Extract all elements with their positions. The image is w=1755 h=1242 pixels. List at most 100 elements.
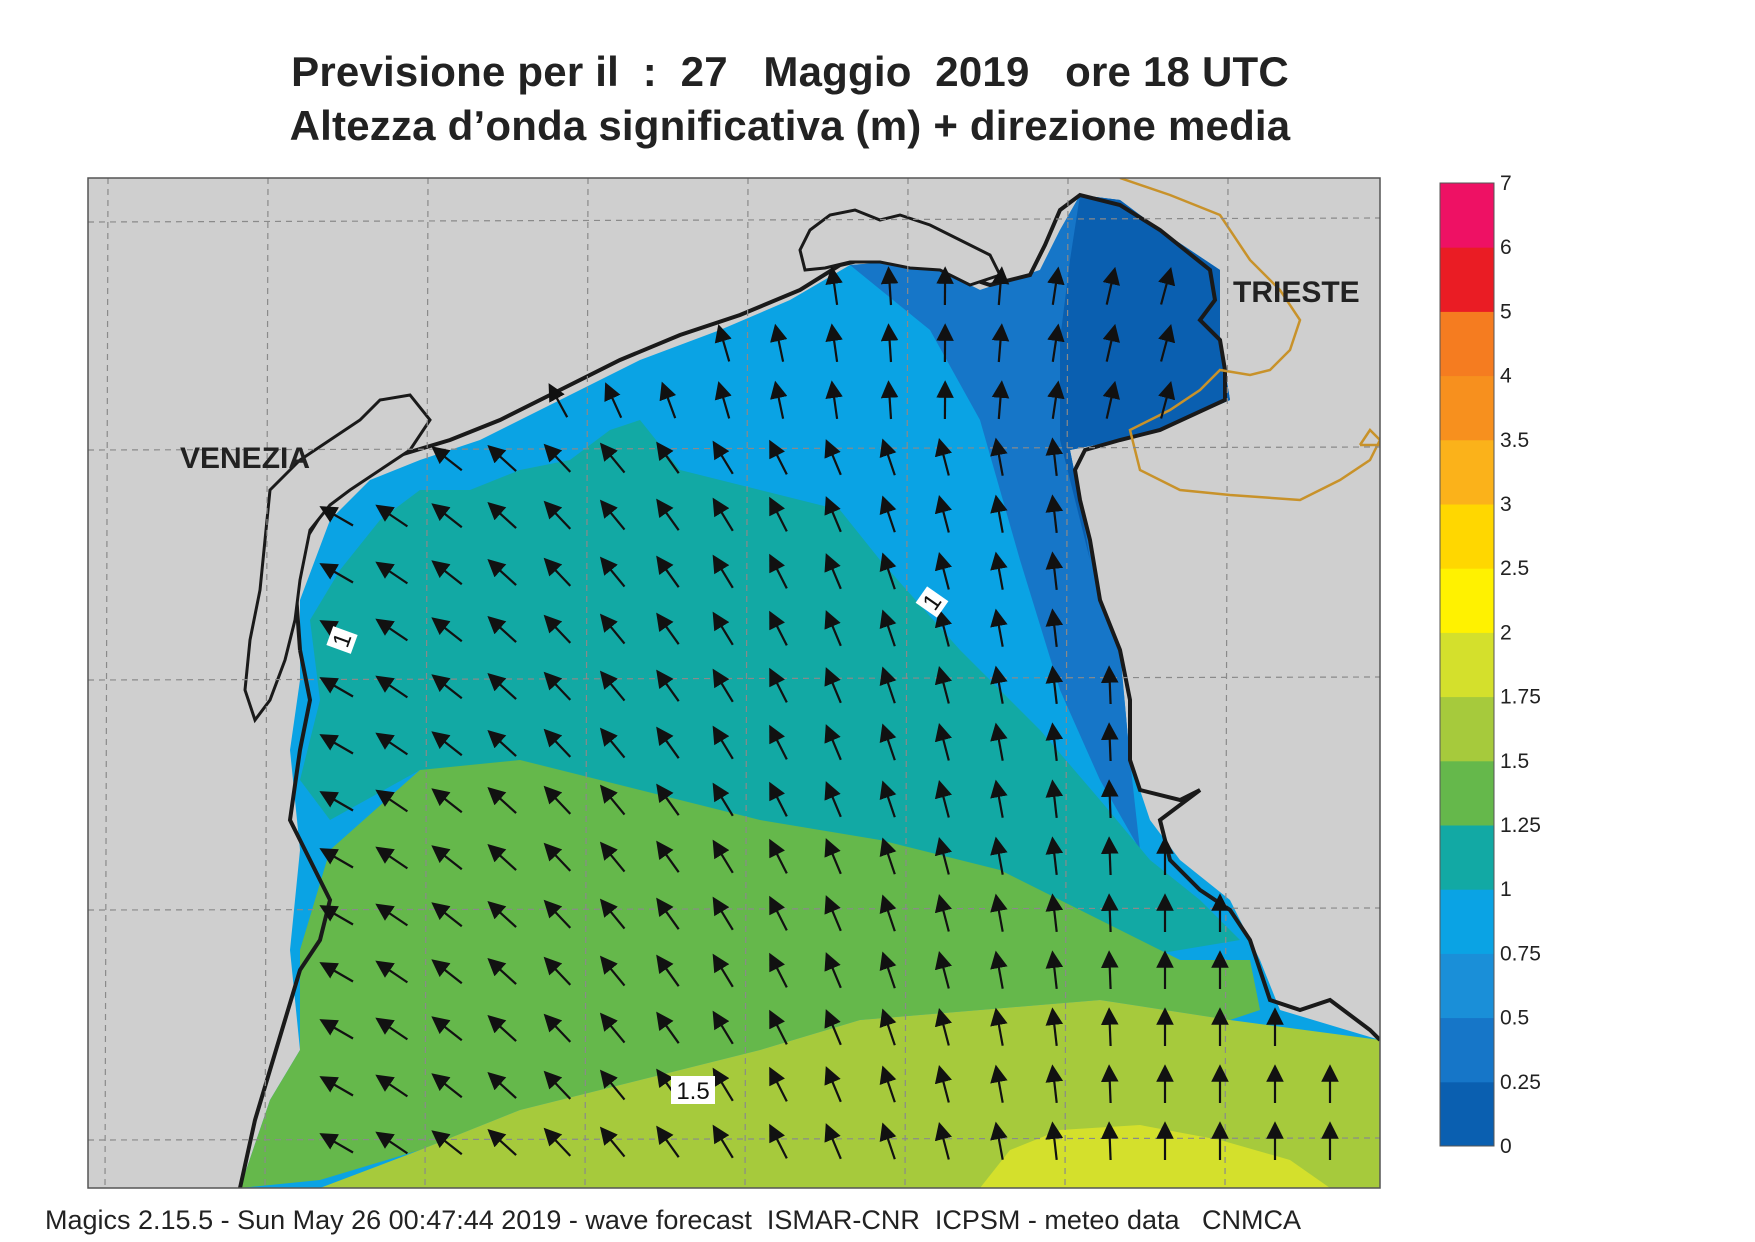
direction-arrow-216 bbox=[431, 1130, 463, 1156]
direction-arrow-57 bbox=[487, 558, 517, 586]
direction-arrow-147 bbox=[543, 899, 572, 929]
direction-arrow-107 bbox=[879, 723, 897, 761]
direction-arrow-155 bbox=[990, 893, 1008, 932]
direction-arrow-88 bbox=[656, 669, 680, 702]
direction-arrow-46 bbox=[656, 498, 680, 531]
direction-arrow-53 bbox=[1045, 494, 1064, 534]
sea-band-0.25-0.5 bbox=[1060, 195, 1230, 560]
direction-arrow-226 bbox=[990, 1121, 1008, 1160]
direction-arrow-185 bbox=[769, 1009, 788, 1045]
legend-swatch-9 bbox=[1440, 504, 1494, 569]
direction-arrow-106 bbox=[824, 724, 842, 761]
direction-arrow-129 bbox=[431, 845, 463, 871]
direction-arrow-177 bbox=[319, 1019, 354, 1040]
svg-text:1.5: 1.5 bbox=[676, 1078, 709, 1105]
direction-arrow-161 bbox=[375, 960, 409, 984]
legend-label-9: 2.5 bbox=[1500, 557, 1529, 580]
direction-arrow-154 bbox=[934, 893, 952, 932]
legend-label-10: 3 bbox=[1500, 493, 1512, 516]
direction-arrow-112 bbox=[319, 791, 354, 812]
direction-arrow-97 bbox=[319, 734, 354, 755]
wave-direction-arrows bbox=[319, 266, 1339, 1161]
direction-arrow-137 bbox=[879, 837, 897, 875]
legend-label-11: 3.5 bbox=[1500, 429, 1529, 452]
direction-arrow-163 bbox=[487, 957, 517, 985]
direction-arrow-127 bbox=[319, 848, 354, 869]
direction-arrow-144 bbox=[375, 903, 409, 927]
contour-label-1.5: 1.5 bbox=[671, 1076, 715, 1105]
direction-arrow-4 bbox=[1047, 266, 1065, 305]
direction-arrow-109 bbox=[990, 722, 1008, 761]
direction-arrow-37 bbox=[934, 437, 952, 476]
direction-arrow-197 bbox=[431, 1073, 463, 1099]
direction-arrow-98 bbox=[375, 732, 409, 756]
legend-label-6: 1.5 bbox=[1500, 750, 1529, 773]
direction-arrow-61 bbox=[712, 554, 734, 589]
direction-arrow-74 bbox=[656, 612, 680, 645]
direction-arrow-215 bbox=[375, 1131, 409, 1155]
direction-arrow-173 bbox=[1045, 950, 1064, 990]
direction-arrow-207 bbox=[990, 1064, 1008, 1103]
direction-arrow-124 bbox=[990, 779, 1008, 818]
map-area: 1 1 1.5 VENEZIA TRIESTE bbox=[88, 178, 1380, 1188]
direction-arrow-62 bbox=[769, 553, 788, 589]
direction-arrow-90 bbox=[769, 667, 788, 703]
direction-arrow-26 bbox=[1102, 380, 1120, 419]
direction-arrow-59 bbox=[599, 556, 626, 588]
legend-swatch-3 bbox=[1440, 889, 1494, 954]
direction-arrow-95 bbox=[1045, 665, 1064, 705]
legend-swatch-8 bbox=[1440, 568, 1494, 633]
direction-arrow-164 bbox=[543, 956, 572, 986]
direction-arrow-34 bbox=[769, 439, 788, 475]
direction-arrow-60 bbox=[656, 555, 680, 588]
direction-arrow-188 bbox=[934, 1007, 952, 1046]
direction-arrow-126 bbox=[1100, 779, 1119, 819]
sea-band-1.75-2 bbox=[980, 1125, 1330, 1188]
direction-arrow-136 bbox=[824, 838, 842, 875]
direction-arrow-72 bbox=[543, 614, 572, 644]
legend-swatch-7 bbox=[1440, 632, 1494, 698]
direction-arrow-50 bbox=[879, 495, 897, 533]
direction-arrow-65 bbox=[934, 551, 952, 590]
direction-arrow-91 bbox=[824, 667, 842, 704]
direction-arrow-189 bbox=[990, 1007, 1008, 1046]
direction-arrow-199 bbox=[543, 1070, 572, 1100]
direction-arrow-165 bbox=[599, 955, 626, 987]
direction-arrow-120 bbox=[769, 781, 788, 817]
direction-arrow-17 bbox=[604, 382, 623, 419]
direction-arrow-85 bbox=[487, 672, 517, 700]
map-title-line1: Previsione per il : 27 Maggio 2019 ore 1… bbox=[291, 48, 1289, 95]
direction-arrow-116 bbox=[543, 785, 572, 815]
direction-arrow-110 bbox=[1045, 722, 1064, 762]
direction-arrow-179 bbox=[431, 1016, 463, 1042]
direction-arrow-10 bbox=[880, 323, 899, 363]
legend-swatch-10 bbox=[1440, 439, 1494, 505]
direction-arrow-181 bbox=[543, 1013, 572, 1043]
direction-arrow-64 bbox=[879, 552, 897, 590]
direction-arrow-7 bbox=[714, 324, 732, 362]
direction-arrow-225 bbox=[934, 1121, 952, 1160]
direction-arrow-187 bbox=[879, 1008, 897, 1046]
direction-arrow-35 bbox=[824, 439, 842, 476]
direction-arrow-111 bbox=[1100, 722, 1119, 762]
direction-arrow-166 bbox=[656, 954, 680, 987]
direction-arrow-21 bbox=[825, 380, 843, 420]
direction-arrow-63 bbox=[824, 553, 842, 590]
direction-arrow-162 bbox=[431, 959, 463, 985]
direction-arrow-202 bbox=[712, 1067, 734, 1102]
direction-arrow-28 bbox=[431, 446, 463, 472]
direction-arrow-108 bbox=[934, 722, 952, 761]
direction-arrow-8 bbox=[770, 323, 788, 362]
direction-arrow-206 bbox=[934, 1064, 952, 1103]
direction-arrow-113 bbox=[375, 789, 409, 813]
direction-arrow-1 bbox=[880, 266, 899, 306]
direction-arrow-180 bbox=[487, 1014, 517, 1042]
direction-arrow-217 bbox=[487, 1128, 517, 1156]
legend-swatch-0 bbox=[1440, 1081, 1494, 1147]
direction-arrow-94 bbox=[990, 665, 1008, 704]
legend-label-3: 0.75 bbox=[1500, 942, 1541, 965]
direction-arrow-148 bbox=[599, 898, 626, 930]
direction-arrow-139 bbox=[990, 836, 1008, 875]
direction-arrow-96 bbox=[1100, 665, 1119, 705]
direction-arrow-119 bbox=[712, 782, 734, 817]
